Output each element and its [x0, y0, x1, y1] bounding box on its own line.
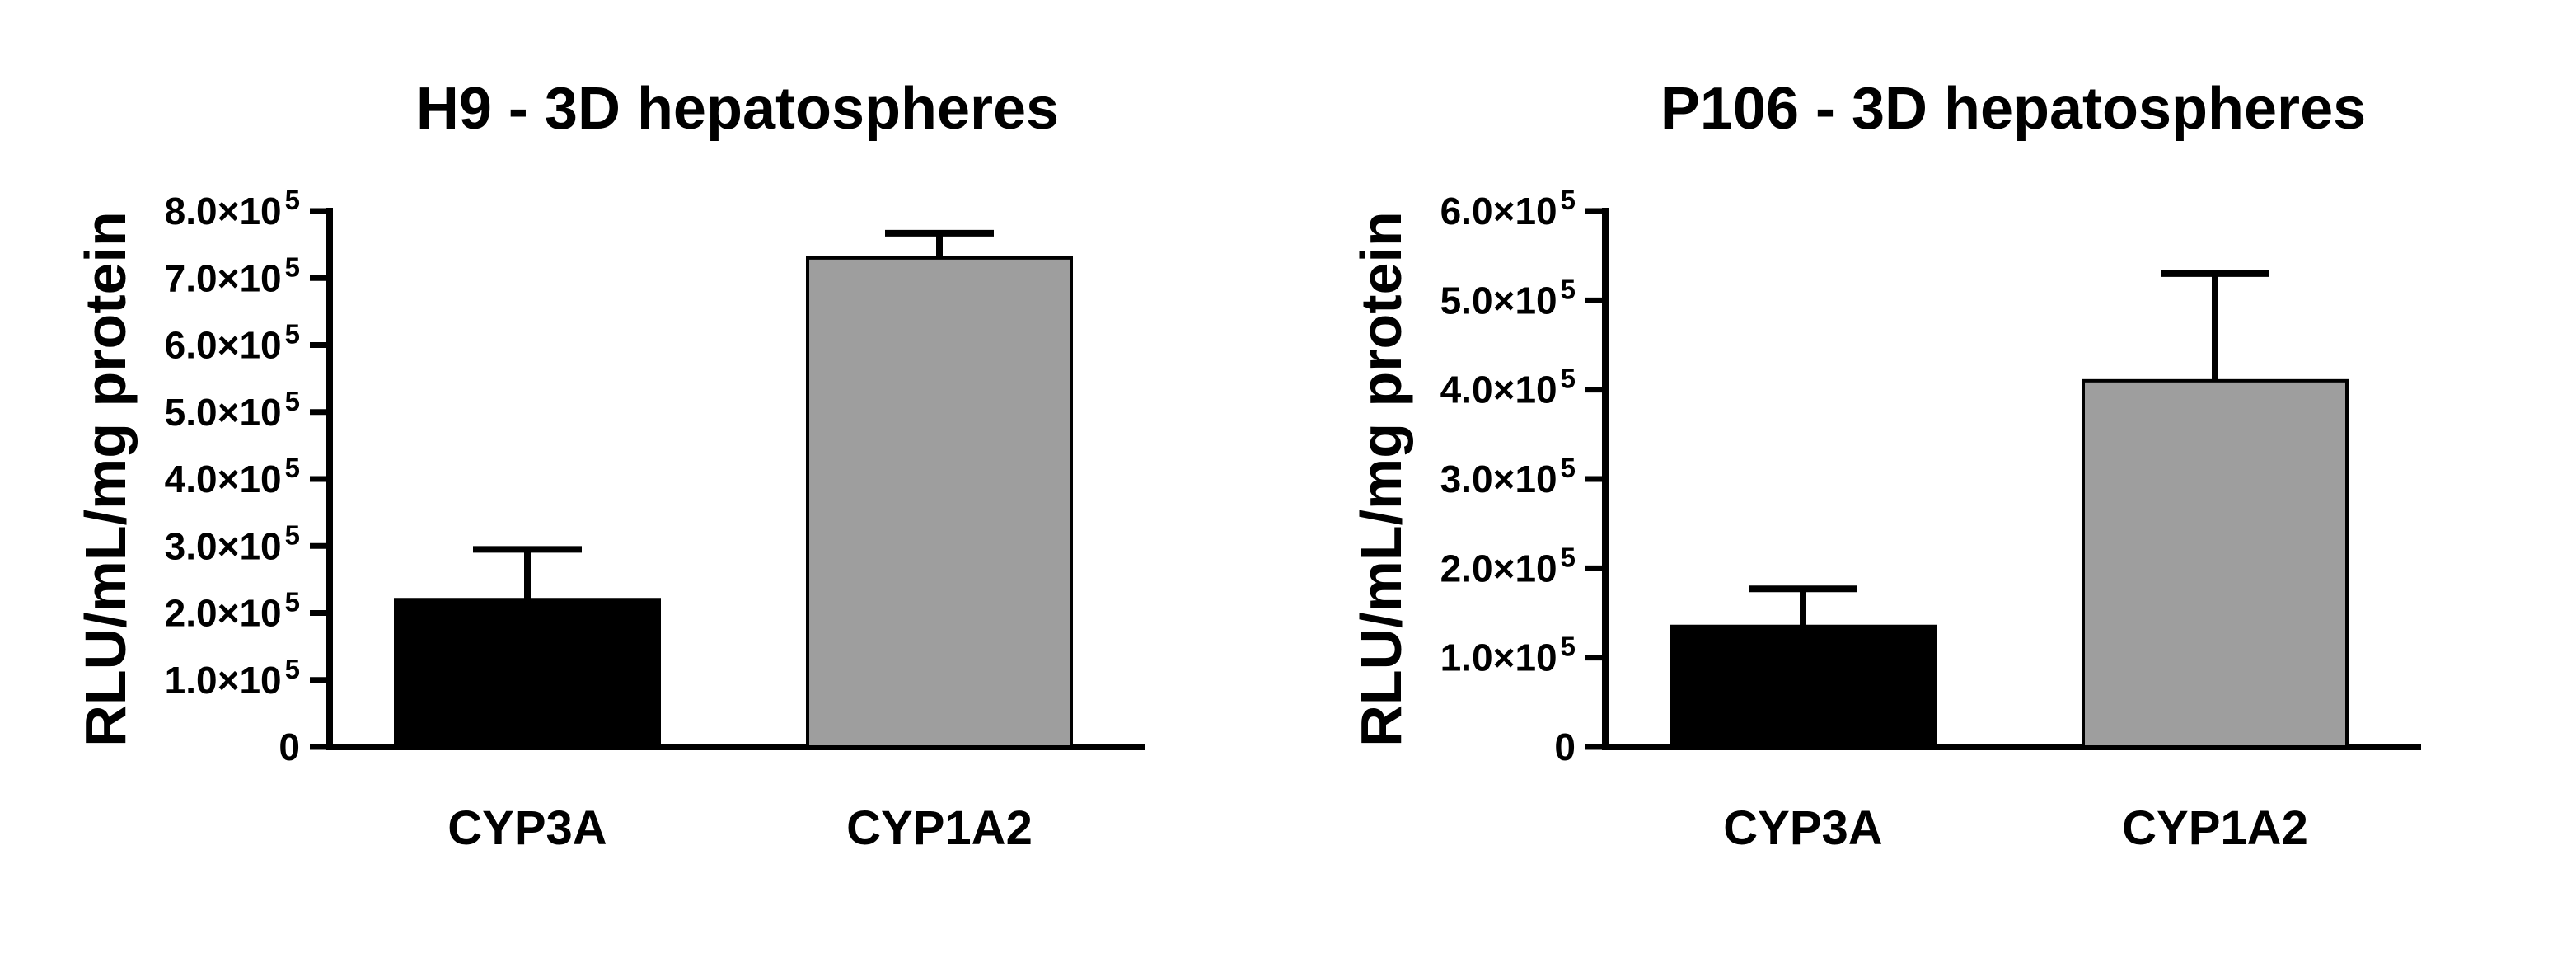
y-tick-label: 2.0×10 5: [1440, 542, 1576, 589]
y-tick-label: 4.0×10 5: [165, 453, 300, 500]
y-tick-label: 4.0×10 5: [1440, 364, 1576, 411]
chart-panel-h9: H9 - 3D hepatospheres RLU/mL/mg protein 0…: [66, 5, 1300, 937]
bar-cyp3a: [394, 598, 661, 749]
plot-area-h9: RLU/mL/mg protein 0 1.0×10 5 2.0×10 5 3.0×10 5 4…: [66, 5, 1302, 937]
y-axis-label: RLU/mL/mg protein: [73, 211, 138, 746]
chart-panel-p106: P106 - 3D hepatospheres RLU/mL/mg protei…: [1342, 5, 2576, 937]
x-category-label-cyp3a: CYP3A: [447, 801, 607, 855]
chart-svg-h9: RLU/mL/mg protein 0 1.0×10 5 2.0×10 5 3.0×10 5 4…: [73, 185, 1145, 855]
y-tick-label: 6.0×10 5: [1440, 185, 1576, 232]
y-tick-label: 6.0×10 5: [165, 319, 300, 367]
y-tick-label: 1.0×10 5: [1440, 632, 1576, 679]
x-category-label-cyp3a: CYP3A: [1723, 801, 1882, 855]
y-tick-label: 0: [1554, 726, 1576, 768]
x-category-label-cyp1a2: CYP1A2: [2122, 801, 2308, 855]
y-tick-label: 7.0×10 5: [165, 251, 300, 299]
x-category-label-cyp1a2: CYP1A2: [846, 801, 1033, 855]
y-tick-label: 5.0×10 5: [165, 386, 300, 434]
plot-area-p106: RLU/mL/mg protein 0 1.0×10 5 2.0×10 5 3.0×10 5 4…: [1342, 5, 2576, 937]
y-tick-label: 2.0×10 5: [165, 587, 300, 635]
y-tick-label: 3.0×10 5: [165, 519, 300, 567]
chart-title-p106: P106 - 3D hepatospheres: [1660, 76, 2367, 142]
chart-title-h9: H9 - 3D hepatospheres: [415, 76, 1060, 142]
y-axis-label: RLU/mL/mg protein: [1349, 211, 1413, 746]
bar-cyp3a: [1670, 624, 1937, 749]
chart-svg-p106: RLU/mL/mg protein 0 1.0×10 5 2.0×10 5 3.0×10 5 4…: [1349, 185, 2421, 855]
y-tick-label: 8.0×10 5: [165, 185, 300, 232]
y-tick-label: 1.0×10 5: [165, 654, 300, 702]
bar-cyp1a2: [806, 256, 1073, 749]
y-tick-label: 5.0×10 5: [1440, 274, 1576, 322]
bar-cyp1a2: [2082, 378, 2349, 749]
y-tick-label: 0: [279, 726, 300, 768]
y-tick-label: 3.0×10 5: [1440, 453, 1576, 500]
